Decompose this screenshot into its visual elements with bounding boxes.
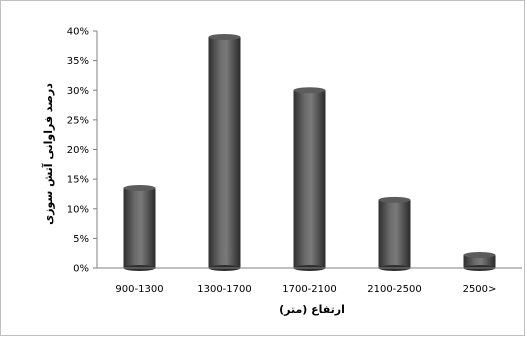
bar-body: [463, 255, 496, 268]
bar-body: [293, 90, 326, 268]
y-tick-label: 20%: [67, 145, 89, 156]
bar-cap: [463, 252, 496, 259]
y-tick-label: 5%: [73, 234, 89, 245]
bar: [293, 87, 326, 271]
bar: [378, 196, 411, 271]
y-tick-label: 25%: [67, 115, 89, 126]
bar-body: [378, 199, 411, 268]
y-tick-label: 40%: [67, 27, 89, 38]
bar-cap: [293, 87, 326, 94]
y-axis-title: درصد فراوانی آتش سوزی: [41, 83, 55, 225]
x-tick-label: 2500>: [463, 284, 497, 295]
bar-cap: [208, 33, 241, 40]
bar: [123, 185, 156, 271]
x-tick-label: 1300-1700: [197, 284, 252, 295]
y-tick-label: 15%: [67, 175, 89, 186]
x-tick-label: 2100-2500: [367, 284, 422, 295]
x-axis-title: ارتفاع (متر): [279, 303, 345, 316]
y-tick-label: 10%: [67, 204, 89, 215]
bars: [123, 33, 496, 271]
x-axis-ticks: 900-1300 1300-1700 1700-2100 2100-2500 2500>: [115, 284, 496, 295]
bar: [208, 33, 241, 271]
bar-cap: [123, 185, 156, 192]
y-tick-label: 30%: [67, 86, 89, 97]
axes: [93, 31, 522, 269]
y-tick-label: 35%: [67, 56, 89, 67]
bar-body: [208, 36, 241, 269]
y-axis-ticks: 0% 5% 10% 15% 20% 25% 30% 35% 40%: [67, 27, 97, 275]
x-tick-label: 1700-2100: [282, 284, 337, 295]
y-tick-label: 0%: [73, 264, 89, 275]
x-tick-label: 900-1300: [115, 284, 163, 295]
bar-cap: [378, 196, 411, 203]
bar-body: [123, 188, 156, 268]
